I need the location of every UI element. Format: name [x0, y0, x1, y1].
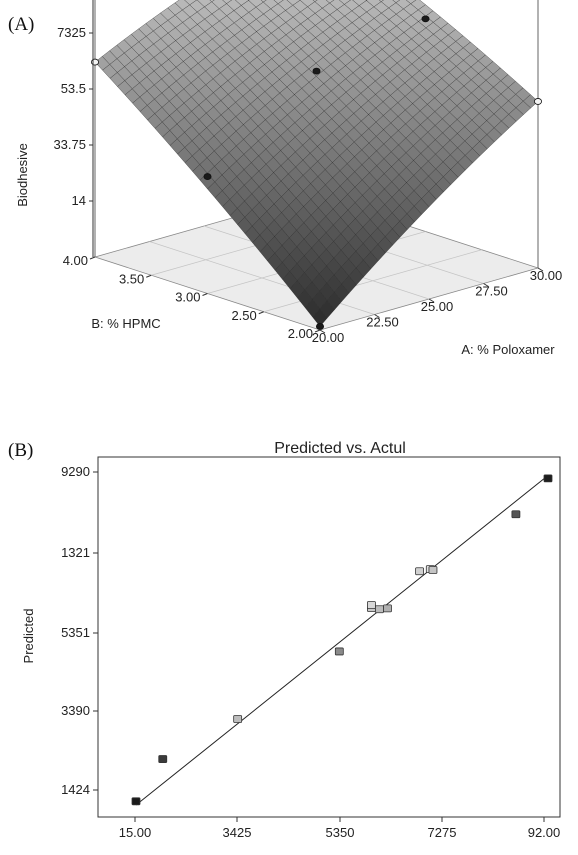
design-point	[313, 68, 320, 74]
design-point	[91, 59, 98, 65]
surface-plot: 93732553.533.7514Biodhesive20.0022.5025.…	[0, 0, 578, 375]
x-tick-label: 30.00	[530, 268, 563, 283]
x-tick-label: 22.50	[366, 315, 399, 330]
z-tick-label: 33.75	[53, 137, 86, 152]
surface-plot-panel: (A) 93732553.533.7514Biodhesive20.0022.5…	[0, 0, 578, 375]
y-tick-label: 2.00	[288, 326, 313, 341]
predicted-vs-actual-chart: Predicted vs. Actul 9290 1321 5351 3390 1424 P…	[0, 440, 578, 850]
plot-frame	[98, 457, 560, 817]
y-tick-label: 5351	[61, 625, 90, 640]
z-tick-label: 14	[72, 193, 86, 208]
x-tick-label: 20.00	[312, 330, 345, 345]
chart-title: Predicted vs. Actul	[274, 440, 406, 457]
data-point	[416, 568, 424, 575]
y-tick-label: 2.50	[231, 308, 256, 323]
x-tick-label: 92.00	[528, 825, 561, 840]
y-axis-label: B: % HPMC	[91, 316, 160, 331]
data-point	[159, 756, 167, 763]
y-tick-mark	[203, 294, 208, 296]
design-point	[534, 98, 541, 104]
data-point	[234, 715, 242, 722]
panel-b-label: (B)	[8, 440, 33, 462]
data-point	[335, 648, 343, 655]
predicted-vs-actual-panel: (B) Predicted vs. Actul 9290 1321 5351 3390 1…	[0, 440, 578, 850]
x-tick-label: 5350	[326, 825, 355, 840]
y-tick-label: 4.00	[63, 253, 88, 268]
y-tick-label: 1424	[61, 782, 90, 797]
y-tick-label: 3.50	[119, 271, 144, 286]
x-axis-label: A: % Poloxamer	[461, 342, 555, 357]
x-tick-label: 3425	[223, 825, 252, 840]
y-tick-label: 1321	[61, 545, 90, 560]
y-axis: 9290 1321 5351 3390 1424 Predicted	[21, 464, 98, 797]
y-axis-label: Predicted	[21, 609, 36, 664]
data-point	[429, 566, 437, 573]
data-point	[544, 475, 552, 482]
y-tick-label: 9290	[61, 464, 90, 479]
design-point	[316, 323, 323, 329]
design-point	[422, 16, 429, 22]
y-tick-mark	[90, 257, 95, 259]
fit-line	[136, 476, 548, 805]
y-tick-label: 3.00	[175, 290, 200, 305]
z-tick-label: 7325	[57, 25, 86, 40]
y-tick-label: 3390	[61, 703, 90, 718]
x-tick-label: 27.50	[475, 284, 508, 299]
x-axis: 15.00 3425 5350 7275 92.00	[119, 817, 561, 840]
y-tick-mark	[146, 275, 151, 277]
data-point	[375, 606, 383, 613]
y-tick-mark	[259, 312, 264, 314]
z-tick-label: 53.5	[61, 81, 86, 96]
data-point	[367, 602, 375, 609]
x-tick-label: 25.00	[421, 299, 454, 314]
design-point	[204, 174, 211, 180]
data-point	[132, 798, 140, 805]
data-point	[512, 511, 520, 518]
data-point	[383, 605, 391, 612]
panel-a-label: (A)	[8, 14, 34, 36]
z-axis-label: Biodhesive	[15, 143, 30, 207]
x-tick-label: 7275	[428, 825, 457, 840]
x-tick-label: 15.00	[119, 825, 152, 840]
